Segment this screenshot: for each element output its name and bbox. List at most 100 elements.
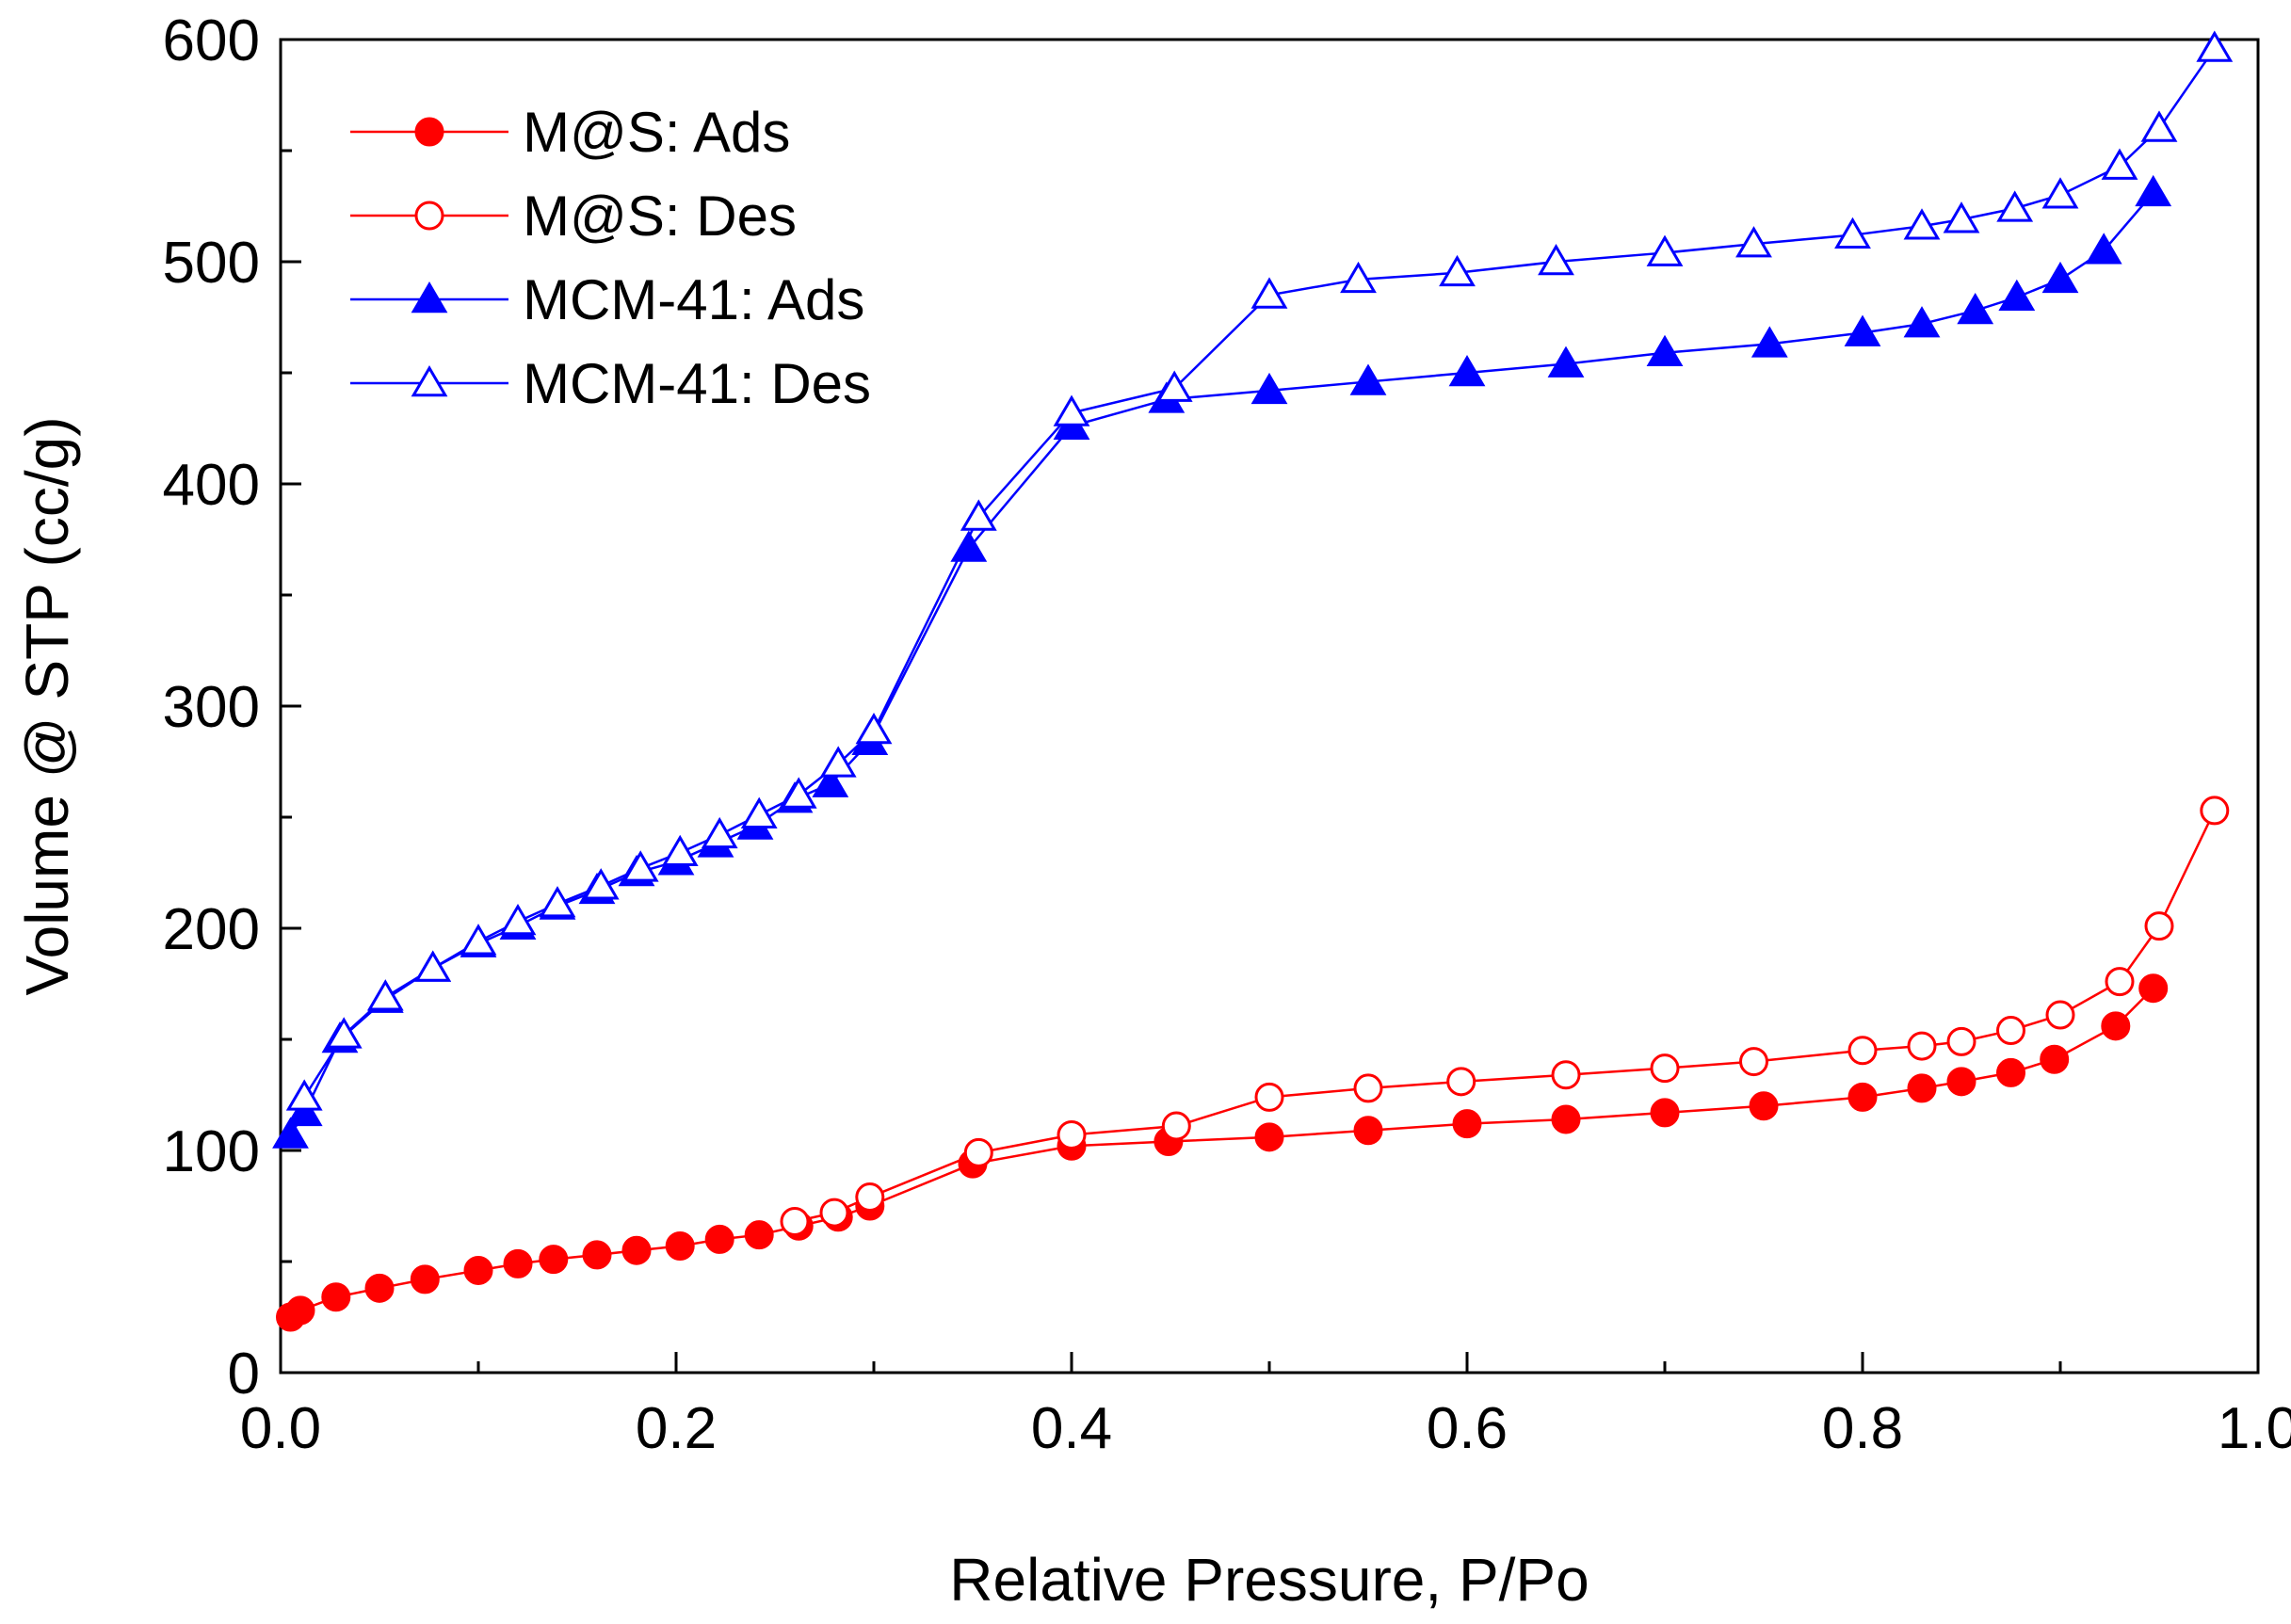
- data-point: [285, 1079, 323, 1111]
- data-point: [704, 1224, 734, 1254]
- data-point: [1834, 217, 1871, 249]
- data-point: [2140, 110, 2178, 142]
- y-tick-label: 300: [163, 675, 260, 740]
- data-point: [1907, 1031, 1937, 1061]
- data-point: [855, 712, 893, 745]
- y-axis-title: Volume @ STP (cc/g): [13, 416, 81, 995]
- axes: 0.0 0.2 0.4 0.6 0.8 1.0 0 100 200 300 400 500 600: [163, 8, 2291, 1461]
- data-point: [1907, 1073, 1937, 1103]
- data-point: [1735, 226, 1772, 258]
- data-point: [2101, 1011, 2131, 1041]
- data-point: [1349, 363, 1387, 395]
- data-point: [321, 1282, 351, 1312]
- data-point: [410, 1264, 440, 1294]
- data-point: [1446, 1067, 1476, 1097]
- data-point: [272, 1117, 309, 1149]
- data-point: [1903, 306, 1941, 338]
- series-layer: [272, 30, 2234, 1332]
- data-point: [1996, 190, 2034, 222]
- data-point: [2105, 967, 2135, 997]
- series-line: [289, 192, 2154, 1136]
- data-point: [1439, 254, 1476, 287]
- data-point: [1340, 261, 1377, 294]
- data-point: [1547, 346, 1585, 378]
- data-point: [1946, 1026, 1976, 1056]
- data-point: [499, 903, 537, 936]
- data-point: [819, 1198, 849, 1228]
- legend-swatch-marker: [411, 281, 448, 314]
- data-point: [1996, 1016, 2025, 1046]
- legend-item: MCM-41: Ads: [350, 268, 864, 331]
- data-point: [855, 1182, 885, 1213]
- data-point: [1053, 394, 1090, 426]
- data-point: [1155, 370, 1193, 402]
- legend-label: M@S: Des: [523, 185, 797, 248]
- data-point: [1650, 1098, 1680, 1128]
- x-tick-label: 1.0: [2218, 1396, 2291, 1461]
- legend-item: M@S: Ads: [350, 101, 790, 164]
- data-point: [1847, 1036, 1878, 1066]
- data-point: [1646, 334, 1684, 367]
- data-point: [1903, 208, 1941, 240]
- y-tick-label: 0: [228, 1342, 260, 1407]
- data-point: [780, 777, 817, 809]
- data-point: [1161, 1111, 1191, 1141]
- legend-item: M@S: Des: [350, 185, 797, 248]
- data-point: [2085, 233, 2122, 265]
- legend-label: MCM-41: Des: [523, 352, 871, 415]
- series-2: [780, 796, 2230, 1237]
- y-tick-label: 400: [163, 453, 260, 518]
- data-point: [1650, 1053, 1680, 1084]
- data-point: [1739, 1047, 1768, 1077]
- x-tick-label: 0.4: [1031, 1396, 1112, 1461]
- data-point: [2138, 973, 2169, 1004]
- data-point: [285, 1094, 323, 1127]
- x-tick-label: 0.0: [240, 1396, 321, 1461]
- data-point: [460, 924, 497, 956]
- data-point: [1353, 1073, 1383, 1103]
- y-tick-label: 600: [163, 8, 260, 73]
- series-line: [289, 987, 2154, 1319]
- data-point: [1452, 1109, 1482, 1139]
- data-point: [1998, 279, 2036, 312]
- data-point: [1946, 1067, 1976, 1097]
- data-point: [1847, 1082, 1878, 1112]
- data-point: [1844, 314, 1881, 346]
- legend-label: MCM-41: Ads: [523, 268, 864, 331]
- data-point: [1749, 1091, 1779, 1121]
- data-point: [1254, 1122, 1284, 1152]
- x-tick-label: 0.8: [1822, 1396, 1903, 1461]
- data-point: [1250, 277, 1288, 309]
- legend: M@S: Ads M@S: Des MCM-41: Ads MCM-41: Des: [350, 101, 871, 415]
- data-point: [1957, 292, 1994, 325]
- data-point: [1250, 372, 1288, 405]
- data-point: [1448, 355, 1486, 387]
- y-tick-label: 100: [163, 1119, 260, 1184]
- x-axis-title: Relative Pressure, P/Po: [949, 1546, 1589, 1614]
- data-point: [1254, 1082, 1284, 1112]
- data-point: [582, 1240, 612, 1270]
- data-point: [701, 816, 738, 849]
- data-point: [503, 1248, 533, 1278]
- data-point: [285, 1295, 315, 1326]
- legend-swatch-marker: [414, 117, 444, 147]
- data-point: [665, 1230, 695, 1261]
- data-point: [366, 979, 404, 1011]
- series-4: [285, 30, 2234, 1111]
- data-point: [1057, 1119, 1087, 1150]
- data-point: [2135, 174, 2172, 207]
- data-point: [2045, 1000, 2075, 1030]
- data-point: [1353, 1116, 1383, 1146]
- data-point: [1646, 234, 1684, 266]
- data-point: [1551, 1104, 1581, 1134]
- x-tick-label: 0.2: [636, 1396, 717, 1461]
- data-point: [819, 746, 857, 778]
- data-point: [960, 499, 997, 531]
- data-point: [364, 1273, 395, 1303]
- data-point: [463, 1255, 493, 1285]
- data-point: [2040, 1044, 2070, 1074]
- data-point: [2041, 261, 2079, 294]
- data-point: [414, 950, 452, 982]
- data-point: [812, 765, 849, 797]
